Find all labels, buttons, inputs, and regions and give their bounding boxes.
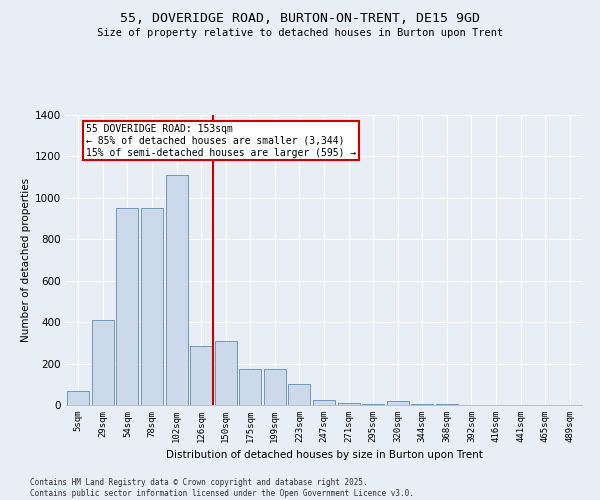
Text: 55 DOVERIDGE ROAD: 153sqm
← 85% of detached houses are smaller (3,344)
15% of se: 55 DOVERIDGE ROAD: 153sqm ← 85% of detac… [86, 124, 356, 158]
Bar [116, 208, 139, 405]
Bar [313, 400, 335, 405]
Y-axis label: Number of detached properties: Number of detached properties [21, 178, 31, 342]
Bar [166, 175, 188, 405]
Bar [362, 404, 384, 405]
Text: Size of property relative to detached houses in Burton upon Trent: Size of property relative to detached ho… [97, 28, 503, 38]
Bar [215, 341, 237, 405]
Bar [289, 384, 310, 405]
Bar [92, 320, 114, 405]
X-axis label: Distribution of detached houses by size in Burton upon Trent: Distribution of detached houses by size … [166, 450, 482, 460]
Text: 55, DOVERIDGE ROAD, BURTON-ON-TRENT, DE15 9GD: 55, DOVERIDGE ROAD, BURTON-ON-TRENT, DE1… [120, 12, 480, 26]
Bar [239, 369, 262, 405]
Bar [411, 404, 433, 405]
Bar [141, 208, 163, 405]
Bar [436, 404, 458, 405]
Bar [386, 401, 409, 405]
Bar [67, 390, 89, 405]
Bar [190, 346, 212, 405]
Bar [264, 369, 286, 405]
Bar [338, 403, 359, 405]
Text: Contains HM Land Registry data © Crown copyright and database right 2025.
Contai: Contains HM Land Registry data © Crown c… [30, 478, 414, 498]
